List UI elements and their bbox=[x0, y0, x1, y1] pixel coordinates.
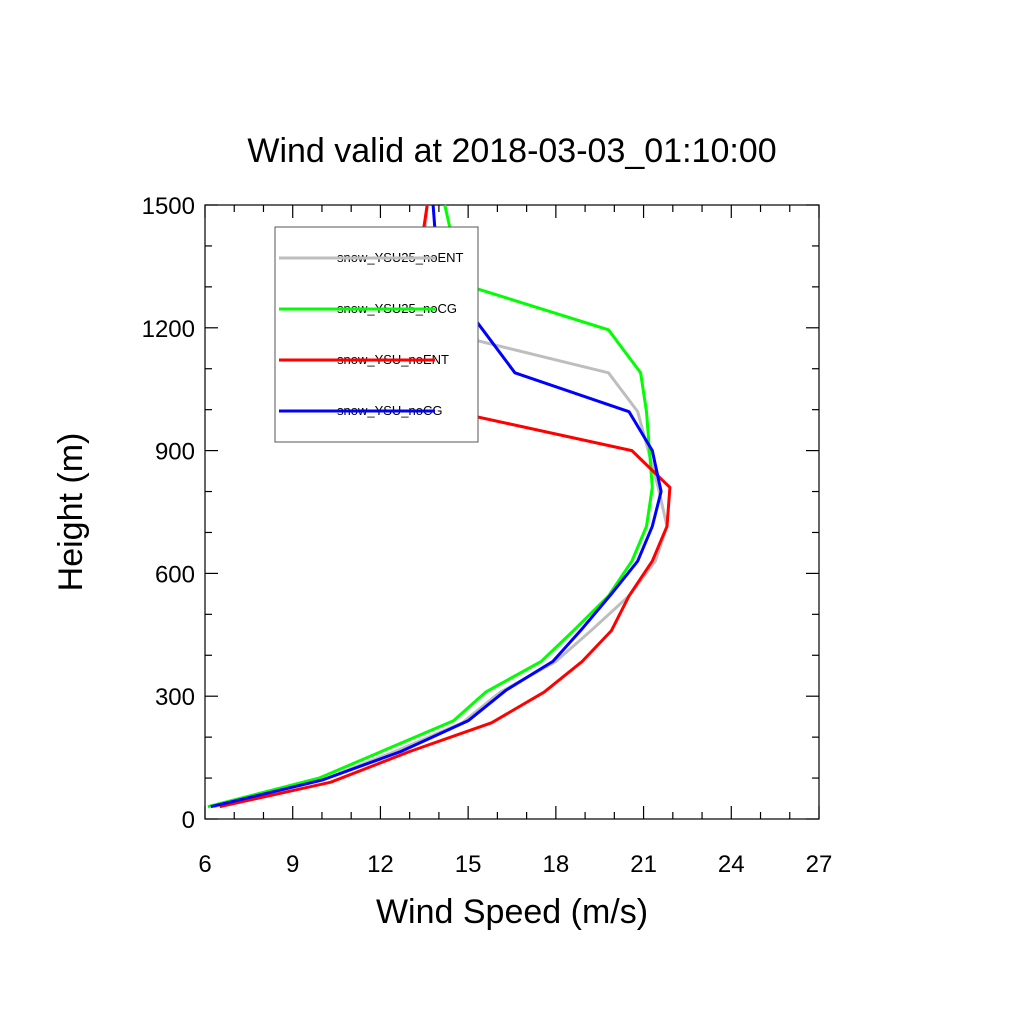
x-tick-label: 15 bbox=[455, 851, 482, 878]
y-tick-label: 1500 bbox=[142, 193, 195, 220]
y-tick-label: 900 bbox=[155, 439, 195, 466]
chart-title: Wind valid at 2018-03-03_01:10:00 bbox=[247, 132, 776, 170]
series-line-snow-ysu25-nocg bbox=[207, 204, 654, 809]
x-tick-label: 9 bbox=[286, 851, 299, 878]
x-tick-label: 27 bbox=[806, 851, 833, 878]
y-axis-title: Height (m) bbox=[52, 433, 90, 592]
x-tick-label: 21 bbox=[630, 851, 657, 878]
x-tick-label: 12 bbox=[367, 851, 394, 878]
y-tick-label: 300 bbox=[155, 684, 195, 711]
axis-ticks: 6 9 12 15 18 21 24 27 0 300 600 900 1200 1500 bbox=[142, 193, 833, 878]
x-tick-label: 18 bbox=[543, 851, 570, 878]
x-tick-label: 6 bbox=[198, 851, 211, 878]
legend: snow_YSU25_noENTsnow_YSU25_noCGsnow_YSU_… bbox=[274, 226, 479, 443]
x-tick-label: 24 bbox=[718, 851, 745, 878]
x-axis-title: Wind Speed (m/s) bbox=[376, 893, 648, 931]
y-tick-label: 1200 bbox=[142, 316, 195, 343]
legend-box bbox=[274, 226, 479, 443]
y-tick-label: 0 bbox=[182, 807, 195, 834]
y-tick-label: 600 bbox=[155, 561, 195, 588]
plot-area-frame bbox=[204, 204, 820, 820]
